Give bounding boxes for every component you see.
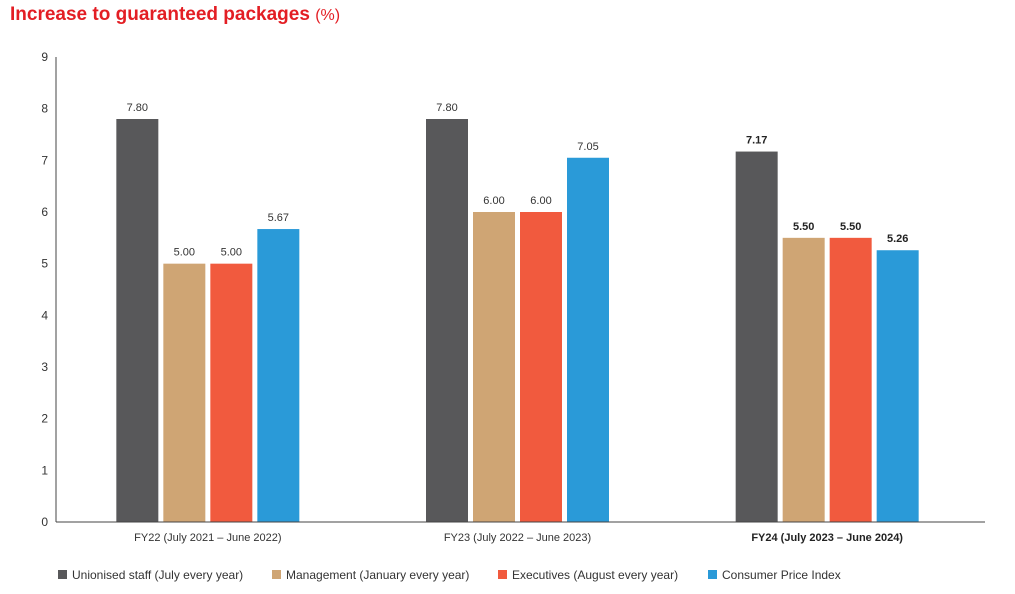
chart-title: Increase to guaranteed packages (%) — [10, 4, 340, 26]
bar — [782, 237, 825, 523]
chart-title-unit: (%) — [315, 7, 341, 24]
bars: 7.80 5.00 5.00 5.67 7.80 6.00 6.00 7.05 7.17 5.50… — [116, 102, 919, 523]
y-tick-label: 0 — [41, 515, 48, 529]
y-tick-label: 6 — [41, 205, 48, 219]
y-tick-label: 9 — [41, 50, 48, 64]
y-tick-label: 5 — [41, 257, 48, 271]
y-tick-label: 8 — [41, 102, 48, 116]
data-label: 5.50 — [793, 221, 814, 233]
data-label: 5.00 — [174, 247, 195, 259]
legend: Unionised staff (July every year) Managem… — [58, 568, 841, 582]
data-label: 7.05 — [577, 141, 598, 153]
data-label: 7.80 — [436, 102, 457, 114]
chart-title-text: Increase to guaranteed packages — [10, 4, 310, 25]
x-category-label: FY23 (July 2022 – June 2023) — [444, 532, 591, 544]
bar — [567, 157, 609, 522]
bar — [116, 119, 159, 522]
data-label: 5.67 — [268, 212, 289, 224]
data-label: 7.80 — [127, 102, 148, 114]
data-label: 6.00 — [530, 195, 551, 207]
legend-swatch — [58, 570, 67, 579]
bar — [876, 250, 919, 522]
bar — [829, 237, 872, 523]
legend-swatch — [498, 570, 507, 579]
bar — [735, 151, 778, 523]
y-tick-label: 1 — [41, 463, 48, 477]
y-tick-label: 3 — [41, 360, 48, 374]
legend-swatch — [272, 570, 281, 579]
axes — [55, 57, 985, 523]
bar — [163, 263, 206, 522]
bar — [473, 212, 515, 522]
bar — [210, 263, 253, 522]
bar — [257, 229, 300, 523]
legend-label: Executives (August every year) — [512, 568, 678, 582]
data-label: 6.00 — [483, 195, 504, 207]
y-axis-ticks: 0 1 2 3 4 5 6 7 8 9 — [41, 50, 48, 529]
x-category-label: FY24 (July 2023 – June 2024) — [751, 532, 903, 544]
y-tick-label: 7 — [41, 153, 48, 167]
legend-swatch — [708, 570, 717, 579]
legend-label: Unionised staff (July every year) — [72, 568, 243, 582]
bar — [520, 212, 562, 522]
data-label: 7.17 — [746, 135, 767, 147]
category-labels: FY22 (July 2021 – June 2022) FY23 (July 2… — [134, 532, 903, 544]
data-label: 5.50 — [840, 221, 861, 233]
y-tick-label: 4 — [41, 308, 48, 322]
bar — [426, 119, 468, 522]
legend-label: Management (January every year) — [286, 568, 469, 582]
x-category-label: FY22 (July 2021 – June 2022) — [134, 532, 281, 544]
legend-label: Consumer Price Index — [722, 568, 841, 582]
data-label: 5.00 — [221, 247, 242, 259]
y-tick-label: 2 — [41, 412, 48, 426]
data-label: 5.26 — [887, 233, 908, 245]
